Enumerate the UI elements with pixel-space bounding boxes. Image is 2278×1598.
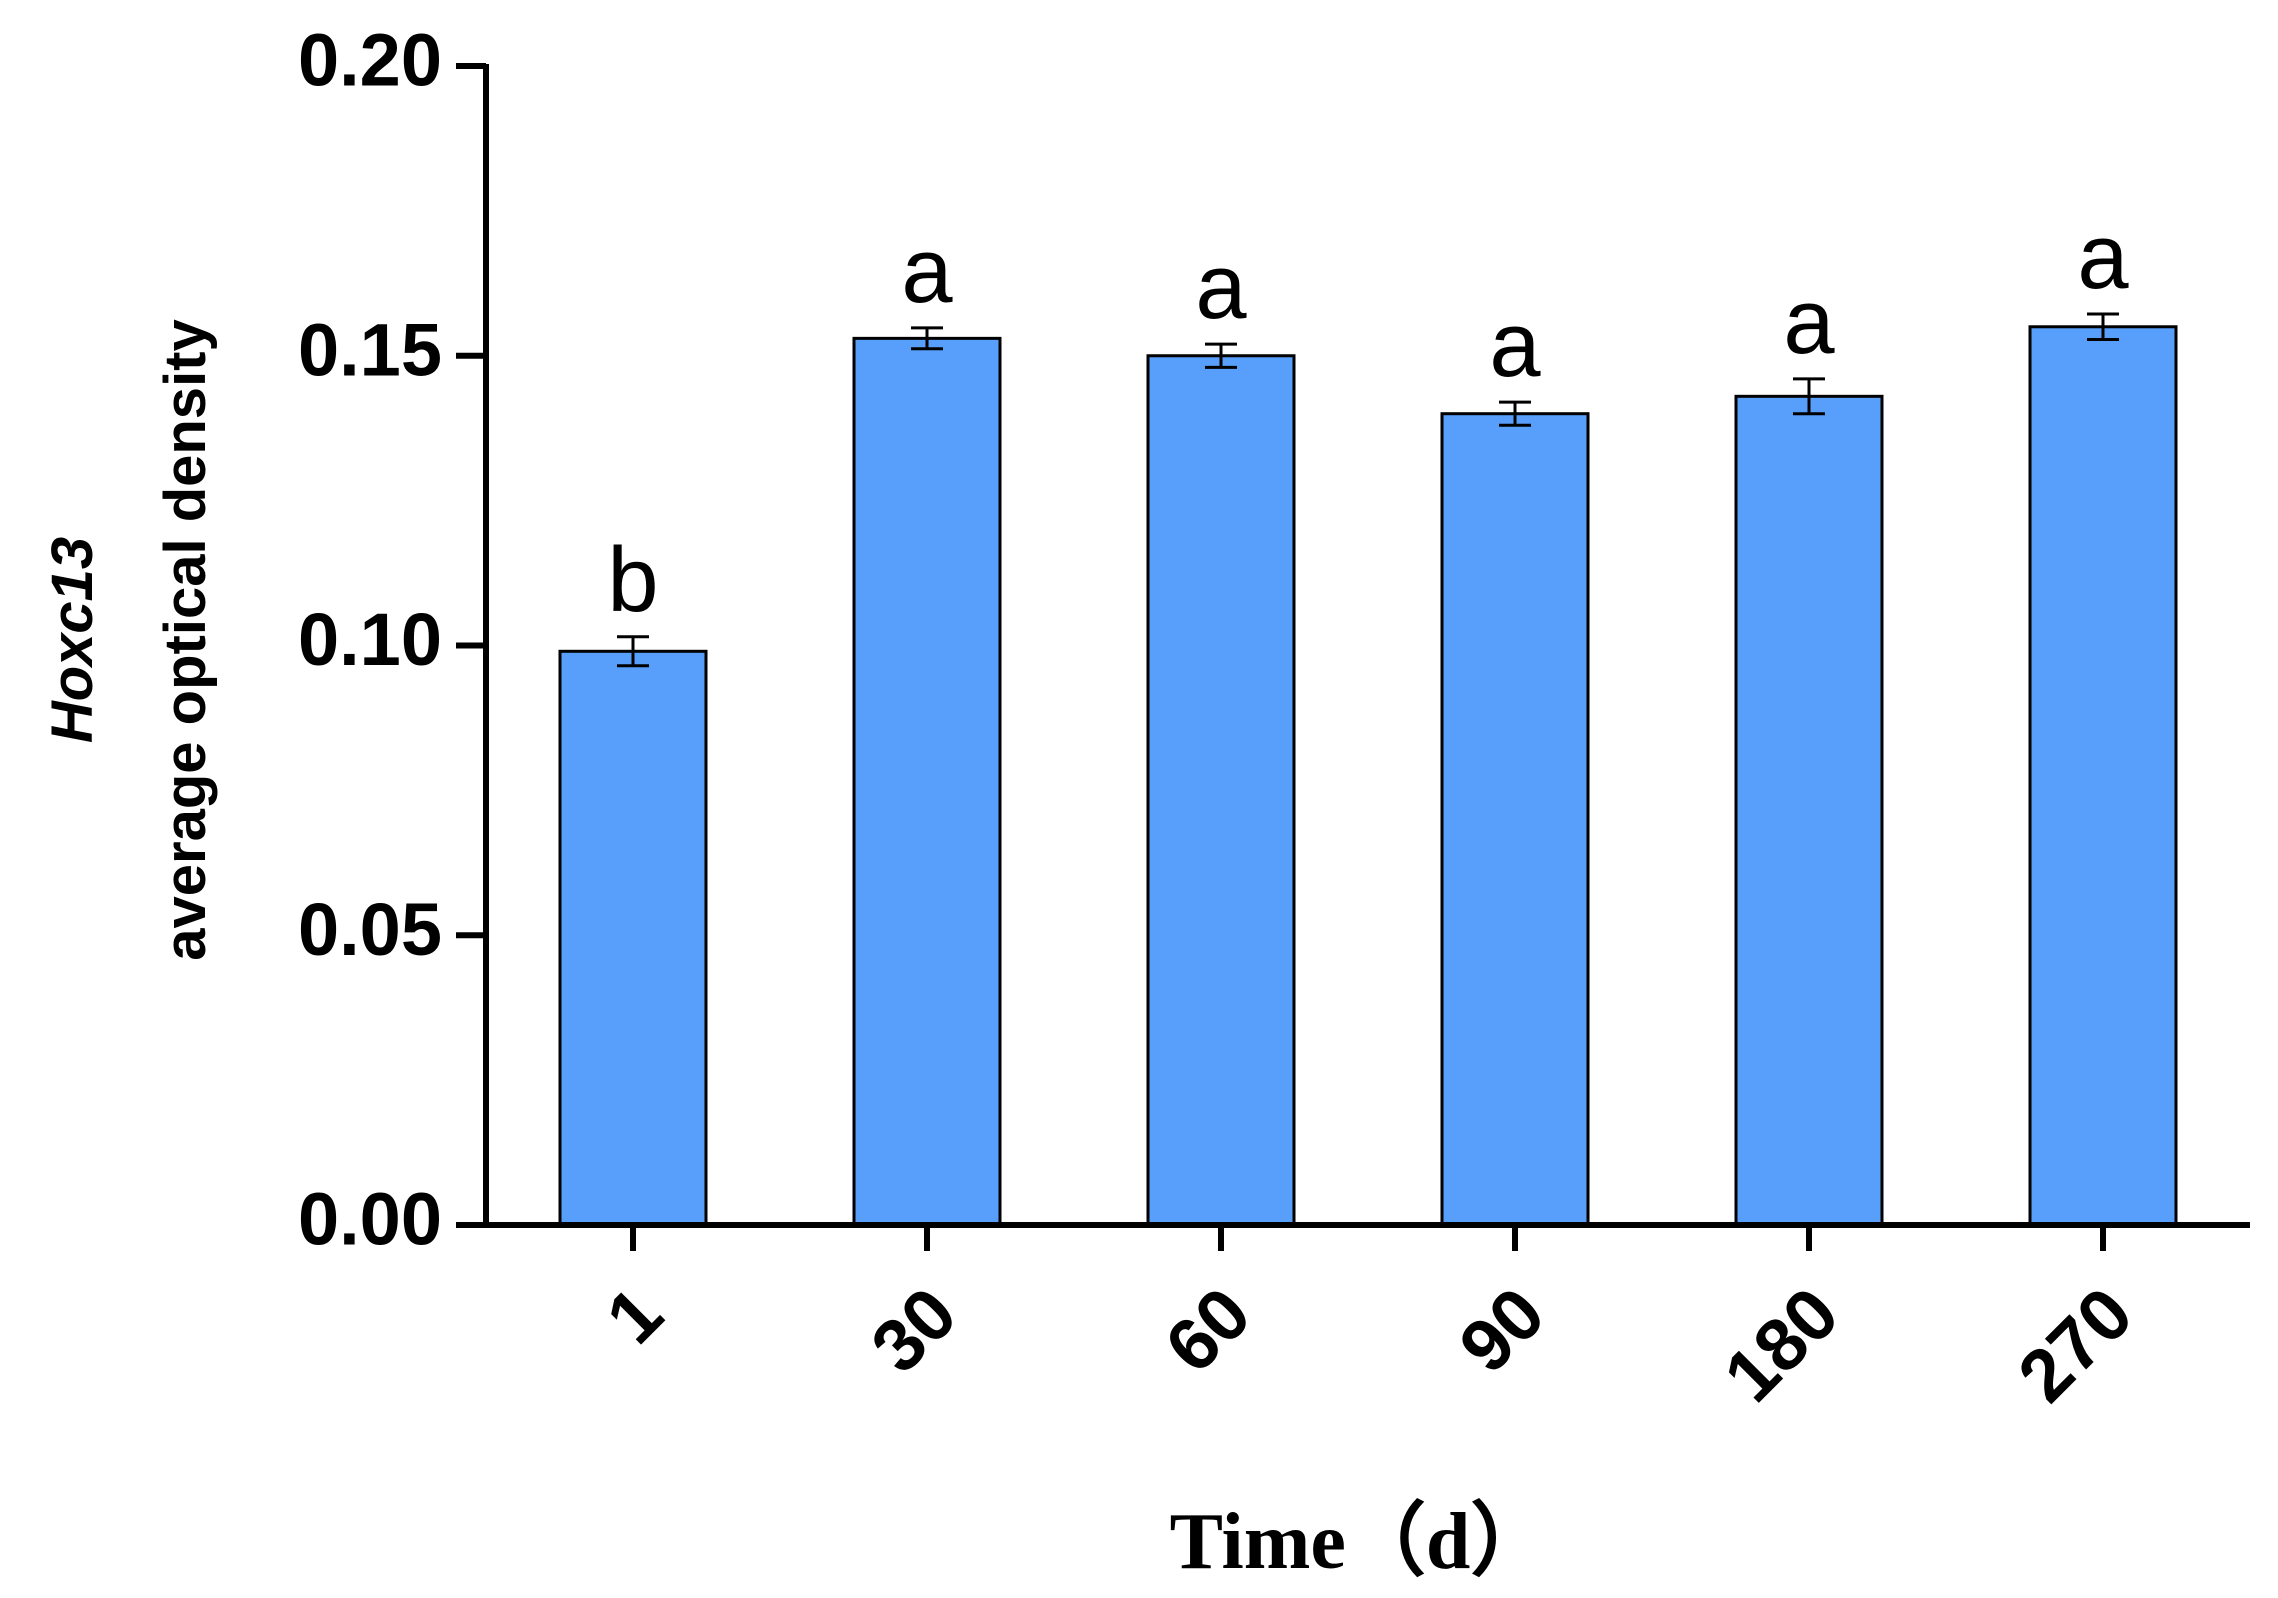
bar-180 (1734, 394, 1884, 1227)
significance-labels-group: b a a a a a (607, 206, 2129, 631)
x-tick-label-270: 270 (2002, 1271, 2148, 1417)
x-tick-label-30: 30 (855, 1271, 972, 1388)
error-bar-90 (1499, 400, 1531, 427)
y-tick-label-0.05: 0.05 (298, 888, 442, 971)
significance-label-1: b (607, 529, 658, 631)
significance-label-90: a (1489, 294, 1541, 396)
error-bar-180 (1793, 377, 1825, 416)
x-tick-label-90: 90 (1443, 1271, 1560, 1388)
y-tick-label-0.15: 0.15 (298, 308, 442, 391)
significance-label-270: a (2077, 206, 2129, 308)
bar-270 (2028, 325, 2178, 1227)
bar-90 (1440, 412, 1590, 1227)
error-bar-1 (617, 635, 649, 668)
y-axis-label-measure: average optical density (153, 319, 218, 960)
y-ticks-group: 0.00 0.05 0.10 0.15 0.20 (298, 19, 486, 1261)
significance-label-60: a (1195, 236, 1247, 338)
bar-30 (852, 336, 1002, 1227)
y-tick-label-0.00: 0.00 (298, 1178, 442, 1261)
y-axis-label-gene: Hoxc13 (40, 537, 105, 743)
x-axis-label: Time（d） (1170, 1498, 1551, 1586)
error-bar-30 (911, 326, 943, 351)
bar-1 (558, 649, 708, 1227)
error-bar-270 (2087, 312, 2119, 342)
x-ticks-group: 1 30 60 90 180 270 (590, 1225, 2148, 1417)
y-tick-label-0.20: 0.20 (298, 19, 442, 102)
error-bar-60 (1205, 342, 1237, 369)
x-tick-label-180: 180 (1708, 1271, 1854, 1417)
significance-label-30: a (901, 220, 953, 322)
axes-group (483, 64, 2250, 1228)
bars-group (558, 325, 2178, 1227)
bar-60 (1146, 354, 1296, 1227)
y-tick-label-0.10: 0.10 (298, 598, 442, 681)
x-tick-label-60: 60 (1149, 1271, 1266, 1388)
x-tick-label-1: 1 (590, 1271, 678, 1359)
significance-label-180: a (1783, 271, 1835, 373)
error-bars-group (617, 312, 2119, 668)
